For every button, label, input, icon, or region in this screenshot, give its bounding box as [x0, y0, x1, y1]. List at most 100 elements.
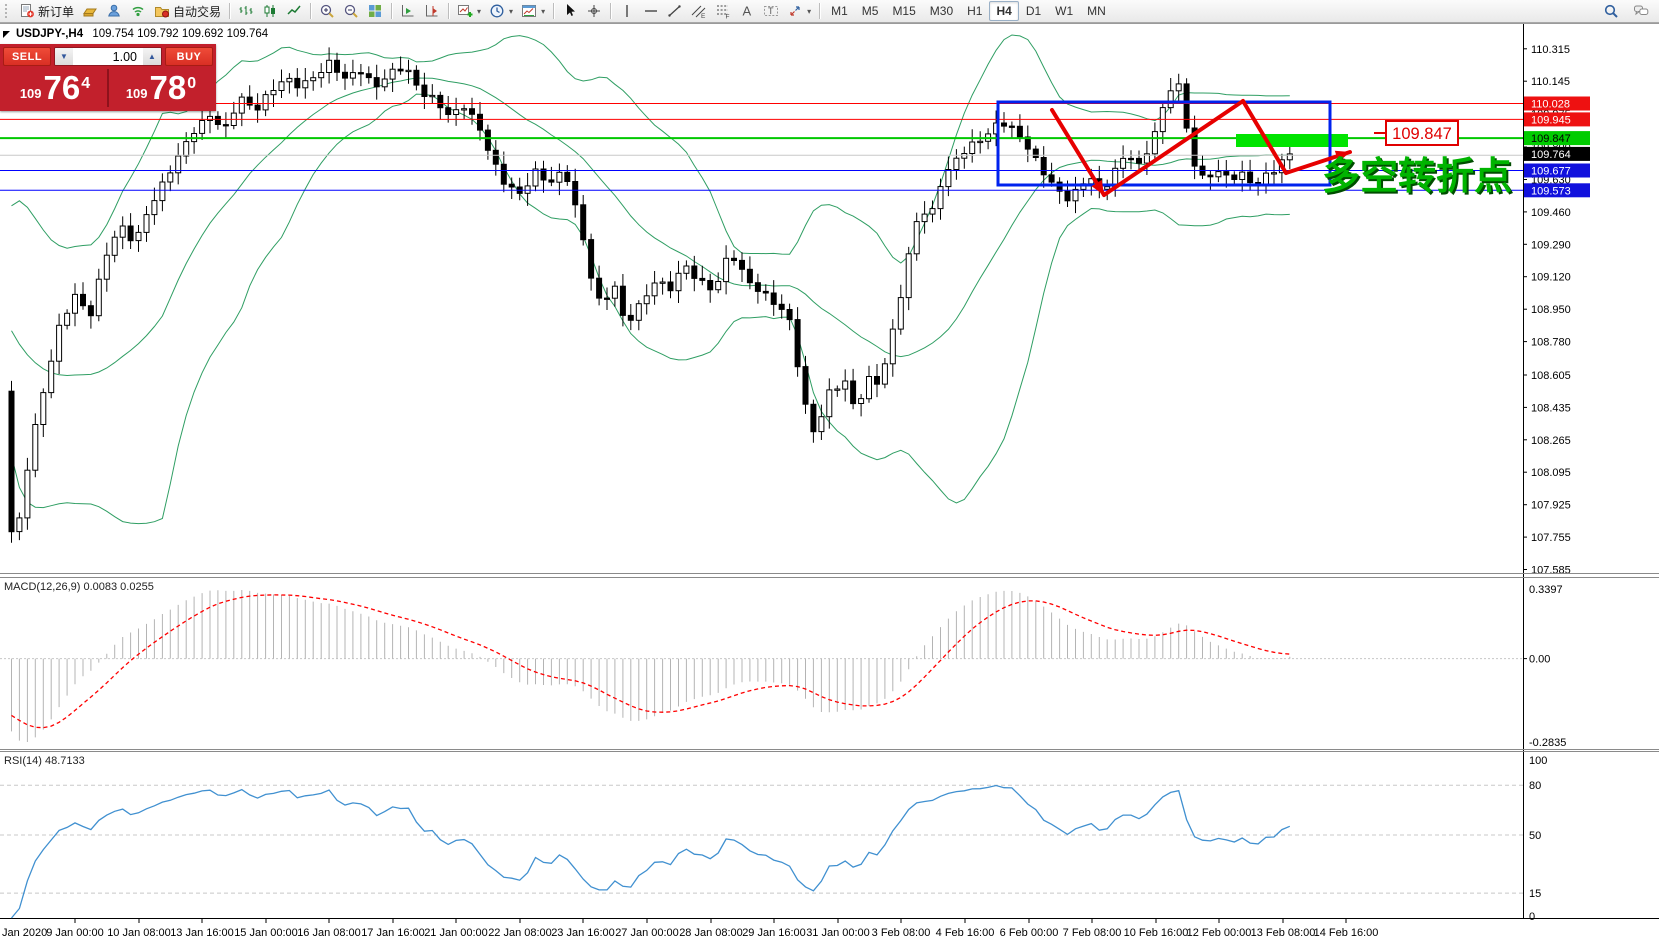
red-trend-arrow	[1102, 99, 1245, 197]
chart-shift-button[interactable]	[420, 1, 444, 21]
time-tick-label: 13 Jan 16:00	[170, 927, 234, 939]
indicators-button[interactable]: ▾	[453, 1, 485, 21]
volume-input[interactable]: 1.00	[73, 48, 143, 65]
toolbar-label: 自动交易	[173, 4, 222, 19]
line-button[interactable]	[282, 1, 306, 21]
arrows-button[interactable]: ▾	[783, 1, 815, 21]
dropdown-caret-icon[interactable]: ▾	[509, 6, 514, 16]
time-tick-label: 3 Feb 08:00	[872, 927, 931, 939]
bb-lower-band	[11, 93, 1290, 525]
rsi-label: RSI(14) 48.7133	[4, 755, 85, 767]
price-level-badge-text: 109.945	[1531, 114, 1571, 126]
dropdown-caret-icon[interactable]: ▾	[477, 6, 482, 16]
templates-button[interactable]: ▾	[517, 1, 549, 21]
volume-down-button[interactable]: ▼	[55, 48, 73, 65]
search-icon[interactable]	[1599, 1, 1623, 21]
macd-axis-min: -0.2835	[1529, 737, 1566, 749]
buy-price[interactable]: 109 78 0	[109, 69, 213, 107]
time-tick-label: 15 Jan 00:00	[234, 927, 298, 939]
main-toolbar: 新订单 自动交易 ▾ ▾ ▾ E F A T ▾ M1 M5 M15 M30 H1 H4 D1 W1 MN	[0, 0, 1659, 23]
time-tick-label: 13 Feb 08:00	[1251, 927, 1316, 939]
bars-icon	[238, 3, 254, 19]
indicators-icon	[457, 3, 473, 19]
label-button[interactable]: T	[759, 1, 783, 21]
arrows-icon	[787, 3, 803, 19]
bb-upper-band	[11, 34, 1290, 264]
chat-icon[interactable]	[1629, 1, 1653, 21]
gold-button[interactable]	[78, 1, 102, 21]
timeframe-m1[interactable]: M1	[831, 4, 848, 18]
bollinger-bands	[11, 34, 1290, 525]
timeframe-m5[interactable]: M5	[861, 4, 879, 18]
toolbar-separator	[448, 3, 450, 19]
toolbar-separator	[819, 3, 821, 19]
toolbar-grip[interactable]	[5, 4, 11, 18]
text-button[interactable]: A	[735, 1, 759, 21]
timeframe-mn[interactable]: MN	[1087, 4, 1106, 18]
dropdown-caret-icon[interactable]: ▾	[541, 6, 546, 16]
volume-up-button[interactable]: ▲	[143, 48, 161, 65]
trendline-button[interactable]	[663, 1, 687, 21]
candles-button[interactable]	[258, 1, 282, 21]
hline-button[interactable]	[639, 1, 663, 21]
price-tick-label: 108.095	[1531, 467, 1571, 479]
signals-button[interactable]	[126, 1, 150, 21]
cursor-button[interactable]	[558, 1, 582, 21]
vline-button[interactable]	[615, 1, 639, 21]
collapse-panel-icon[interactable]	[3, 30, 10, 38]
price-level-badge	[1524, 112, 1590, 127]
sell-price[interactable]: 109 76 4	[3, 69, 107, 107]
periods-button[interactable]: ▾	[485, 1, 517, 21]
price-tick-label: 110.315	[1531, 44, 1570, 56]
auto-scroll-button[interactable]	[396, 1, 420, 21]
tile-windows-button[interactable]	[363, 1, 387, 21]
gold-icon	[82, 3, 98, 19]
rsi-axis-label: 100	[1529, 755, 1547, 767]
timeframe-h4[interactable]: H4	[989, 1, 1019, 21]
price-level-badge	[1524, 96, 1590, 111]
toolbar-separator	[610, 3, 612, 19]
channel-button[interactable]: E	[687, 1, 711, 21]
dropdown-caret-icon[interactable]: ▾	[807, 6, 812, 16]
periods-icon	[489, 3, 505, 19]
price-divider	[107, 69, 109, 107]
signals-icon	[130, 3, 146, 19]
timeframe-h1[interactable]: H1	[967, 4, 983, 18]
zoom-out-button[interactable]	[339, 1, 363, 21]
chart-annotations[interactable]: 109.847	[996, 99, 1459, 197]
fibo-button[interactable]: F	[711, 1, 735, 21]
buy-price-pips: 78	[149, 69, 187, 106]
blue-range-box	[996, 100, 1332, 187]
fibo-icon: F	[715, 3, 731, 19]
crosshair-icon	[586, 3, 602, 19]
timeframe-w1[interactable]: W1	[1055, 4, 1074, 18]
timeframe-m30[interactable]: M30	[929, 4, 954, 18]
price-level-badge-text: 109.677	[1531, 165, 1571, 177]
timeframe-m15[interactable]: M15	[892, 4, 916, 18]
new-order-button[interactable]: 新订单	[15, 1, 78, 22]
crosshair-button[interactable]	[582, 1, 606, 21]
new-order-icon	[19, 3, 35, 19]
price-level-badge	[1524, 183, 1590, 198]
line-icon	[286, 3, 302, 19]
svg-text:A: A	[743, 4, 752, 19]
macd-histogram	[11, 590, 1291, 742]
price-axis[interactable]: 110.315110.145109.975109.800109.630109.4…	[1523, 24, 1590, 923]
rsi-axis-label: 15	[1529, 888, 1541, 900]
community-button[interactable]	[102, 1, 126, 21]
toolbar-separator	[229, 3, 231, 19]
zoom-in-button[interactable]	[315, 1, 339, 21]
timeframe-d1[interactable]: D1	[1025, 4, 1042, 18]
sell-button[interactable]: SELL	[3, 47, 51, 66]
price-tick-label: 108.435	[1531, 402, 1571, 414]
bars-button[interactable]	[234, 1, 258, 21]
toolbar-separator	[391, 3, 393, 19]
price-tick-label: 109.460	[1531, 207, 1571, 219]
data-folder-button[interactable]: 自动交易	[150, 1, 225, 22]
buy-button[interactable]: BUY	[165, 47, 213, 66]
one-click-trading-panel: SELL ▼ 1.00 ▲ BUY 109 76 4 109 78 0	[0, 44, 216, 111]
candles-icon	[262, 3, 278, 19]
